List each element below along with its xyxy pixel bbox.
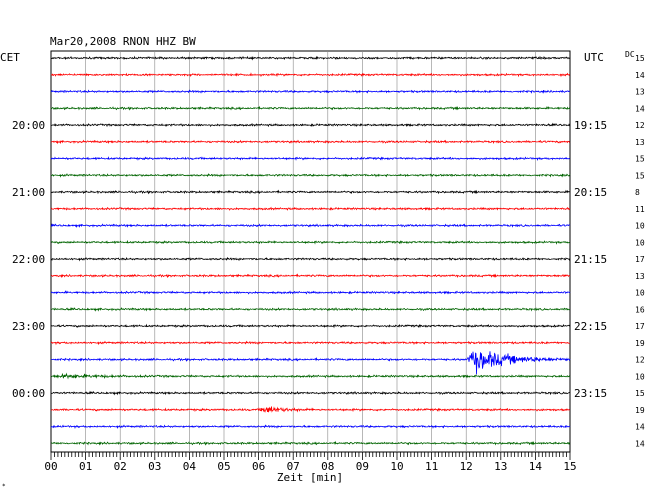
- dc-values: 15 14 13 14 12 13 15 15 8 11 10 10 17 13 10 16 17 19 12 10 1…: [635, 54, 645, 448]
- x-tick-label: 09: [356, 460, 369, 473]
- seismogram-trace: [50, 306, 571, 312]
- seismogram-trace: [50, 340, 571, 346]
- seismogram-trace: [50, 256, 571, 262]
- x-tick-label: 14: [529, 460, 543, 473]
- x-tick-label: 03: [148, 460, 161, 473]
- dc-value: 10: [635, 222, 645, 231]
- seismogram-trace: [51, 273, 571, 279]
- dc-value: 19: [635, 406, 645, 415]
- x-tick-label: 06: [252, 460, 265, 473]
- seismogram-trace: [50, 390, 571, 396]
- left-time-label: 21:00: [12, 186, 45, 199]
- seismogram-trace: [50, 290, 571, 295]
- dc-value: 12: [635, 121, 645, 130]
- dc-value: 14: [635, 439, 645, 448]
- dc-value: 14: [635, 423, 645, 432]
- seismogram-trace: [50, 424, 571, 430]
- dc-value: 10: [635, 372, 645, 381]
- left-time-label: 22:00: [12, 253, 45, 266]
- right-time-label: 23:15: [574, 387, 607, 400]
- x-tick-label: 11: [425, 460, 438, 473]
- dc-value: 14: [635, 104, 645, 113]
- seismogram-trace: [50, 440, 571, 446]
- seismogram-trace: [50, 351, 571, 375]
- dc-value: 14: [635, 71, 645, 80]
- dc-value: 17: [635, 322, 645, 331]
- seismogram-trace: [50, 55, 571, 61]
- dc-value: 15: [635, 155, 645, 164]
- right-time-label: 22:15: [574, 320, 607, 333]
- seismogram-trace: [50, 406, 571, 413]
- seismogram-trace: [50, 323, 571, 329]
- right-time-label: 20:15: [574, 186, 607, 199]
- x-axis: 00 01 02 03 04 05 06 07 08 09 10 11 12 13 14 15: [44, 452, 577, 473]
- seismogram-trace: [50, 223, 571, 229]
- dc-value: 15: [635, 54, 645, 63]
- left-time-label: 00:00: [12, 387, 45, 400]
- x-axis-title: Zeit [min]: [277, 471, 343, 484]
- seismogram-trace: [50, 156, 571, 162]
- dc-value: 13: [635, 138, 645, 147]
- x-tick-label: 10: [390, 460, 403, 473]
- right-time-label: 19:15: [574, 119, 607, 132]
- dc-value: 15: [635, 389, 645, 398]
- seismogram-trace: [50, 72, 571, 78]
- seismogram-traces: [50, 55, 571, 446]
- dc-value: 19: [635, 339, 645, 348]
- dc-header-label: DC: [625, 50, 635, 59]
- seismogram-trace: [50, 89, 571, 94]
- x-tick-label: 05: [217, 460, 230, 473]
- x-tick-label: 13: [494, 460, 507, 473]
- left-time-label: 23:00: [12, 320, 45, 333]
- x-tick-label: 12: [460, 460, 473, 473]
- dc-value: 10: [635, 289, 645, 298]
- seismogram-trace: [50, 105, 571, 111]
- seismogram-trace: [50, 206, 571, 211]
- dc-value: 11: [635, 205, 645, 214]
- left-time-label: 20:00: [12, 119, 45, 132]
- x-tick-label: 00: [44, 460, 57, 473]
- x-tick-label: 04: [183, 460, 197, 473]
- dc-value: 16: [635, 305, 645, 314]
- left-timezone-label: CET: [0, 51, 20, 64]
- seismogram-trace: [50, 189, 571, 195]
- right-timezone-label: UTC: [584, 51, 604, 64]
- right-time-labels: 19:15 20:15 21:15 22:15 23:15: [574, 119, 607, 400]
- dc-value: 8: [635, 188, 640, 197]
- dc-value: 17: [635, 255, 645, 264]
- x-tick-label: 02: [114, 460, 127, 473]
- dc-value: 10: [635, 238, 645, 247]
- seismogram-trace: [50, 139, 571, 145]
- dc-value: 13: [635, 88, 645, 97]
- x-tick-label: 08: [321, 460, 334, 473]
- dc-value: 15: [635, 171, 645, 180]
- right-time-label: 21:15: [574, 253, 607, 266]
- left-time-labels: 20:00 21:00 22:00 23:00 00:00: [12, 119, 45, 400]
- x-tick-label: 15: [563, 460, 576, 473]
- seismogram-trace: [50, 239, 571, 245]
- seismogram-trace: [50, 173, 571, 178]
- x-tick-label: 01: [79, 460, 92, 473]
- footer-mark: *: [2, 483, 6, 490]
- chart-title: Mar20,2008 RNON HHZ BW: [50, 35, 196, 48]
- dc-value: 13: [635, 272, 645, 281]
- seismogram-trace: [50, 122, 571, 128]
- dc-value: 12: [635, 356, 645, 365]
- x-tick-label: 07: [287, 460, 300, 473]
- seismogram-trace: [50, 372, 571, 380]
